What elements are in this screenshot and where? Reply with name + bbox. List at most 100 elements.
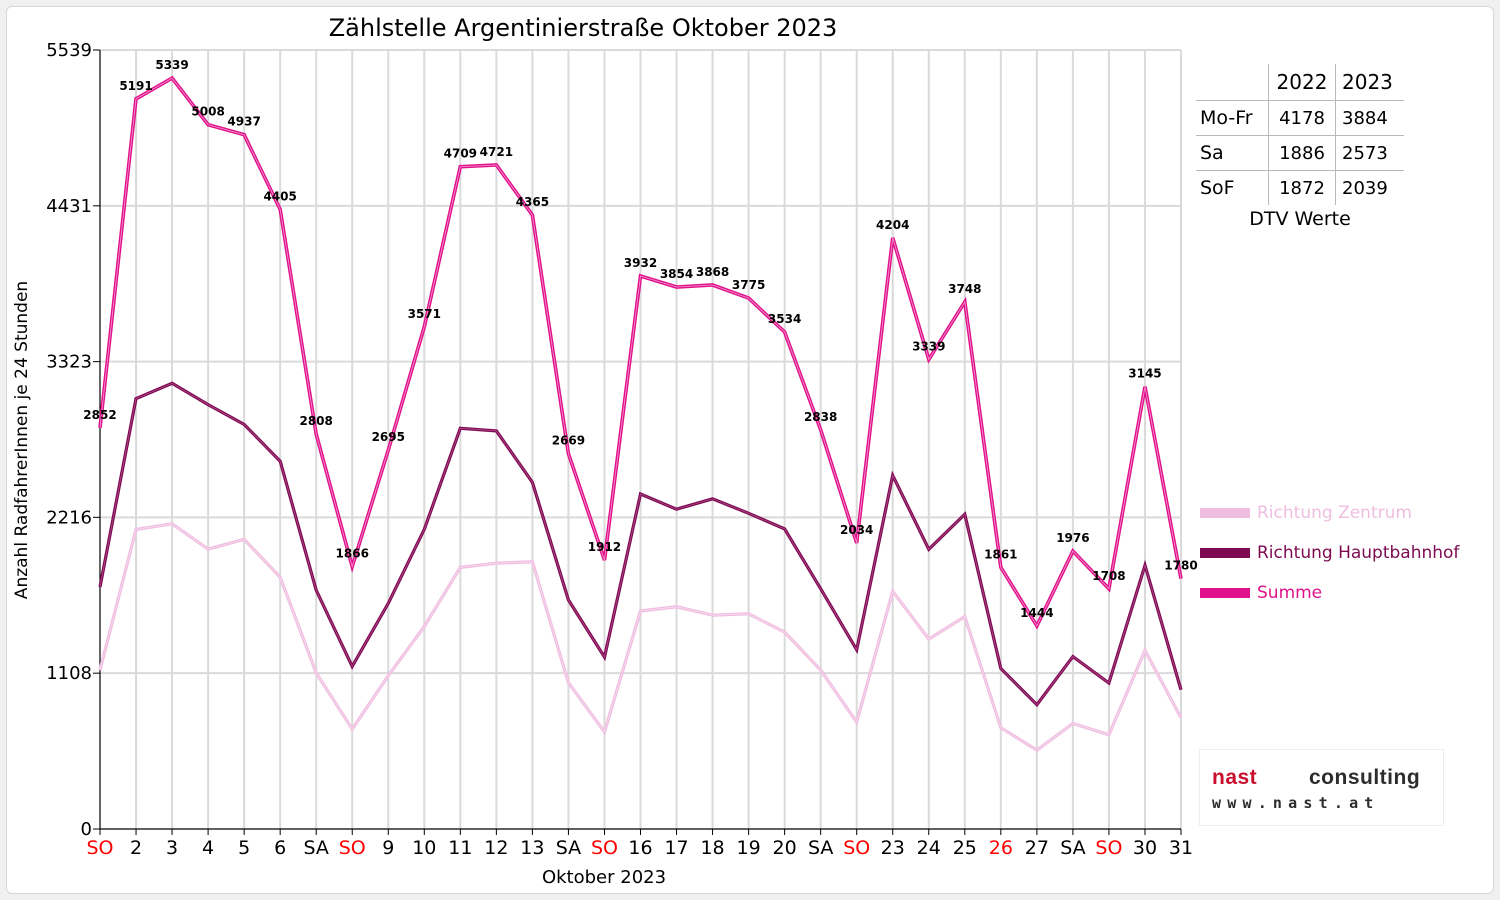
legend-label: Summe xyxy=(1257,583,1323,603)
data-label: 3571 xyxy=(408,307,441,321)
x-tick-label: 27 xyxy=(1025,837,1049,859)
x-tick-label: 18 xyxy=(700,837,724,859)
data-label: 4937 xyxy=(227,115,260,129)
x-tick-label: 24 xyxy=(917,837,941,859)
y-tick-label: 2216 xyxy=(46,507,92,528)
dtv-cell-2022: 4178 xyxy=(1268,100,1336,136)
data-label: 3534 xyxy=(768,312,801,326)
x-tick-label: 23 xyxy=(881,837,905,859)
y-axis-ticks: 0 1108 2216 3323 4431 5539 xyxy=(46,40,92,840)
x-tick-label: SA xyxy=(808,837,833,859)
x-tick-label: SO xyxy=(1095,837,1122,859)
data-label: 2669 xyxy=(552,434,585,448)
dtv-cell-2023: 3884 xyxy=(1335,100,1404,136)
dtv-row-label: SoF xyxy=(1200,177,1235,199)
logo-word-consulting: consulting xyxy=(1309,766,1421,789)
chart-legend: Richtung Zentrum Richtung Hauptbahnhof S… xyxy=(1200,493,1459,613)
x-axis-ticks: SO 2 3 4 5 6 SA SO 9 10 11 12 13 SA SO 16 17 18 19 20 SA SO 23… xyxy=(86,837,1193,859)
dtv-header-blank xyxy=(1196,64,1269,101)
legend-swatch xyxy=(1200,588,1250,598)
dtv-cell-2023: 2039 xyxy=(1335,170,1404,205)
dtv-cell-2022: 1872 xyxy=(1268,170,1336,205)
data-label: 1861 xyxy=(984,547,1017,561)
x-tick-label: 26 xyxy=(989,837,1013,859)
data-label: 3775 xyxy=(732,278,765,292)
x-tick-label: SA xyxy=(1060,837,1085,859)
y-tick-label: 4431 xyxy=(46,196,92,217)
data-label: 3854 xyxy=(660,267,693,281)
chart-grid xyxy=(100,49,1182,829)
data-label: 2838 xyxy=(804,410,837,424)
legend-label: Richtung Zentrum xyxy=(1257,503,1412,523)
data-label: 3868 xyxy=(696,265,729,279)
x-tick-label: 4 xyxy=(202,837,214,859)
chart-axes xyxy=(93,49,1182,835)
dtv-row-label: Mo-Fr xyxy=(1196,100,1269,136)
series-lines xyxy=(98,75,1183,753)
x-tick-label: 25 xyxy=(953,837,977,859)
legend-swatch xyxy=(1200,548,1250,558)
x-tick-label: SA xyxy=(303,837,328,859)
data-label: 5191 xyxy=(119,79,152,93)
legend-swatch xyxy=(1200,508,1250,518)
x-tick-label: 19 xyxy=(737,837,761,859)
data-label: 2695 xyxy=(372,430,405,444)
x-tick-label: 9 xyxy=(382,837,394,859)
data-label: 2808 xyxy=(299,414,332,428)
data-label: 3932 xyxy=(624,256,657,270)
data-label: 4709 xyxy=(444,147,477,161)
x-tick-label: 13 xyxy=(520,837,544,859)
x-tick-label: 31 xyxy=(1169,837,1193,859)
data-label: 4365 xyxy=(516,195,549,209)
legend-label: Richtung Hauptbahnhof xyxy=(1257,543,1460,563)
y-tick-label: 0 xyxy=(81,819,92,840)
x-tick-label: 30 xyxy=(1133,837,1157,859)
x-tick-label: 12 xyxy=(484,837,508,859)
data-label: 3748 xyxy=(948,282,981,296)
data-label: 1976 xyxy=(1056,531,1089,545)
logo-word-nast: nast xyxy=(1212,766,1258,789)
x-tick-label: 10 xyxy=(412,837,436,859)
dtv-row-label: Sa xyxy=(1196,135,1269,171)
dtv-row-mofr: Mo-Fr 4178 3884 xyxy=(1196,100,1404,136)
chart-title: Zählstelle Argentinierstraße Oktober 202… xyxy=(329,14,838,42)
x-tick-label: 6 xyxy=(274,837,286,859)
data-label: 1444 xyxy=(1020,606,1053,620)
data-label: 3145 xyxy=(1128,367,1161,381)
dtv-row-sa: Sa 1886 2573 xyxy=(1196,135,1404,171)
data-label: 4405 xyxy=(263,189,296,203)
data-label: 5008 xyxy=(191,105,224,119)
dtv-row-sof: SoF 1872 2039 xyxy=(1196,170,1404,205)
series-line-highlight xyxy=(99,382,1182,706)
x-tick-label: SA xyxy=(556,837,581,859)
x-axis-label: Oktober 2023 xyxy=(542,867,666,888)
dtv-header-2023: 2023 xyxy=(1335,64,1404,101)
legend-item-zentrum: Richtung Zentrum xyxy=(1200,493,1459,533)
x-tick-label: 2 xyxy=(130,837,142,859)
data-label: 3339 xyxy=(912,339,945,353)
legend-item-hauptbahnhof: Richtung Hauptbahnhof xyxy=(1200,533,1459,573)
y-tick-label: 3323 xyxy=(46,352,92,373)
logo-url: www.nast.at xyxy=(1212,794,1380,812)
dtv-cell-2023: 2573 xyxy=(1335,135,1404,171)
x-tick-label: SO xyxy=(339,837,366,859)
dtv-table: 2022 2023 Mo-Fr 4178 3884 Sa 1886 2573 S… xyxy=(1196,64,1404,205)
series-line-highlight xyxy=(99,523,1182,751)
x-tick-label: 17 xyxy=(664,837,688,859)
x-tick-label: 11 xyxy=(448,837,472,859)
data-label: 4721 xyxy=(480,145,513,159)
dtv-caption: DTV Werte xyxy=(1249,208,1351,230)
data-label: 4204 xyxy=(876,218,909,232)
x-tick-label: SO xyxy=(843,837,870,859)
x-tick-label: 20 xyxy=(773,837,797,859)
series-line-highlight xyxy=(99,77,1182,627)
data-label: 1780 xyxy=(1164,559,1197,573)
data-label: 2034 xyxy=(840,523,873,537)
legend-item-summe: Summe xyxy=(1200,573,1459,613)
data-label: 1866 xyxy=(336,547,369,561)
dtv-header-2022: 2022 xyxy=(1268,64,1336,101)
y-axis-label: Anzahl RadfahrerInnen je 24 Stunden xyxy=(12,281,32,599)
dtv-cell-2022: 1886 xyxy=(1268,135,1336,171)
